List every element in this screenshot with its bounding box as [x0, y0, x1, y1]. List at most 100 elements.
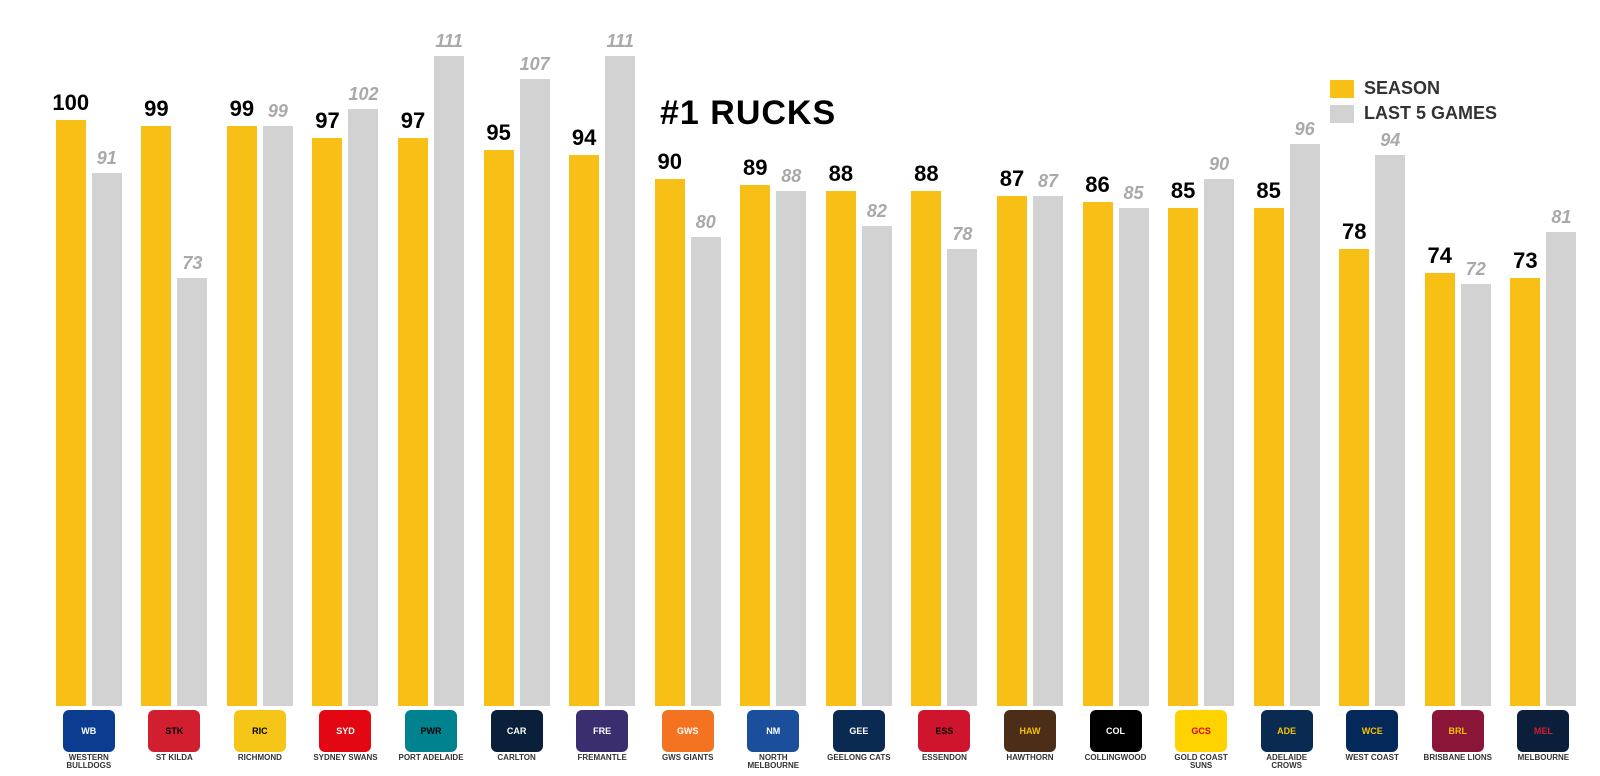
team-label: ESSENDON [922, 754, 967, 762]
bar-group: 7381 [1501, 50, 1587, 706]
team-label: ADELAIDE CROWS [1252, 754, 1322, 770]
team-label: WESTERN BULLDOGS [54, 754, 124, 770]
bar-value-last5: 111 [419, 31, 479, 56]
bar-group: 8590 [1158, 50, 1244, 706]
team-logo-icon: WB [63, 710, 115, 752]
x-axis: WBWESTERN BULLDOGSSTKST KILDARICRICHMOND… [46, 710, 1586, 774]
bar-group: 10091 [46, 50, 132, 706]
bar-group: 97111 [388, 50, 474, 706]
team-logo-icon: COL [1090, 710, 1142, 752]
bar-last5: 96 [1290, 144, 1320, 706]
bar-last5: 73 [177, 278, 207, 706]
x-axis-cell: NMNORTH MELBOURNE [731, 710, 817, 774]
team-label: CARLTON [497, 754, 535, 762]
bar-group: 8596 [1244, 50, 1330, 706]
bar-value-last5: 73 [162, 253, 222, 278]
bar-value-last5: 102 [333, 84, 393, 109]
team-label: NORTH MELBOURNE [738, 754, 808, 770]
team-label: GEELONG CATS [827, 754, 890, 762]
bar-group: 9973 [132, 50, 218, 706]
team-label: GOLD COAST SUNS [1166, 754, 1236, 770]
bar-value-last5: 107 [505, 54, 565, 79]
x-axis-cell: COL COLLINGWOOD [1073, 710, 1159, 774]
bar-season: 86 [1083, 202, 1113, 706]
team-logo-icon: GCS [1175, 710, 1227, 752]
bar-last5: 72 [1461, 284, 1491, 706]
bar-group: 8685 [1073, 50, 1159, 706]
team-logo-icon: BRL [1432, 710, 1484, 752]
bar-value-last5: 78 [932, 224, 992, 249]
bar-season: 73 [1510, 278, 1540, 706]
bar-last5: 82 [862, 226, 892, 706]
bar-value-last5: 111 [590, 31, 650, 56]
bar-value-last5: 91 [77, 148, 137, 173]
x-axis-cell: HAW HAWTHORN [987, 710, 1073, 774]
team-logo-icon: FRE [576, 710, 628, 752]
x-axis-cell: FRE FREMANTLE [559, 710, 645, 774]
bar-last5: 111 [605, 56, 635, 706]
team-logo-icon: SYD [319, 710, 371, 752]
x-axis-cell: CARCARLTON [474, 710, 560, 774]
team-logo-icon: ADE [1261, 710, 1313, 752]
bar-value-season: 90 [640, 149, 700, 179]
plot-area: 1009199739999971029711195107941119080898… [46, 50, 1586, 706]
bar-group: 8787 [987, 50, 1073, 706]
x-axis-cell: GWSGWS GIANTS [645, 710, 731, 774]
bar-value-season: 99 [126, 96, 186, 126]
team-logo-icon: GEE [833, 710, 885, 752]
x-axis-cell: PWRPORT ADELAIDE [388, 710, 474, 774]
bar-value-season: 88 [811, 161, 871, 191]
bar-last5: 94 [1375, 155, 1405, 706]
bar-season: 74 [1425, 273, 1455, 706]
team-logo-icon: HAW [1004, 710, 1056, 752]
bar-value-last5: 90 [1189, 154, 1249, 179]
bar-season: 89 [740, 185, 770, 706]
bar-last5: 90 [1204, 179, 1234, 706]
team-label: SYDNEY SWANS [313, 754, 377, 762]
bar-season: 87 [997, 196, 1027, 706]
x-axis-cell: WB WESTERN BULLDOGS [46, 710, 132, 774]
bar-last5: 107 [520, 79, 550, 706]
bar-value-last5: 96 [1275, 119, 1335, 144]
bar-season: 88 [911, 191, 941, 706]
bar-season: 85 [1254, 208, 1284, 706]
bar-value-last5: 80 [676, 212, 736, 237]
bar-season: 78 [1339, 249, 1369, 706]
bar-season: 95 [484, 150, 514, 706]
x-axis-cell: WCEWEST COAST [1329, 710, 1415, 774]
bar-value-last5: 94 [1360, 130, 1420, 155]
bar-group: 7472 [1415, 50, 1501, 706]
team-label: COLLINGWOOD [1085, 754, 1147, 762]
bar-last5: 88 [776, 191, 806, 706]
bar-group: 7894 [1329, 50, 1415, 706]
bar-last5: 111 [434, 56, 464, 706]
bar-last5: 102 [348, 109, 378, 706]
team-label: PORT ADELAIDE [399, 754, 464, 762]
bar-group: 9080 [645, 50, 731, 706]
bar-season: 85 [1168, 208, 1198, 706]
bar-season: 97 [312, 138, 342, 706]
bar-season: 97 [398, 138, 428, 706]
bar-last5: 99 [263, 126, 293, 706]
bar-last5: 85 [1119, 208, 1149, 706]
team-logo-icon: RIC [234, 710, 286, 752]
bar-group: 8882 [816, 50, 902, 706]
bar-last5: 78 [947, 249, 977, 706]
team-label: WEST COAST [1346, 754, 1399, 762]
chart-container: #1 RUCKS SEASON LAST 5 GAMES 10091997399… [0, 0, 1600, 776]
bar-value-season: 88 [896, 161, 956, 191]
team-label: FREMANTLE [577, 754, 626, 762]
bar-group: 95107 [474, 50, 560, 706]
x-axis-cell: BRLBRISBANE LIONS [1415, 710, 1501, 774]
bar-last5: 87 [1033, 196, 1063, 706]
team-label: ST KILDA [156, 754, 193, 762]
x-axis-cell: ADE ADELAIDE CROWS [1244, 710, 1330, 774]
team-label: HAWTHORN [1006, 754, 1053, 762]
team-logo-icon: MEL [1517, 710, 1569, 752]
team-logo-icon: GWS [662, 710, 714, 752]
bar-group: 8988 [731, 50, 817, 706]
bar-season: 94 [569, 155, 599, 706]
x-axis-cell: RICRICHMOND [217, 710, 303, 774]
bar-season: 90 [655, 179, 685, 706]
x-axis-cell: MELMELBOURNE [1501, 710, 1587, 774]
